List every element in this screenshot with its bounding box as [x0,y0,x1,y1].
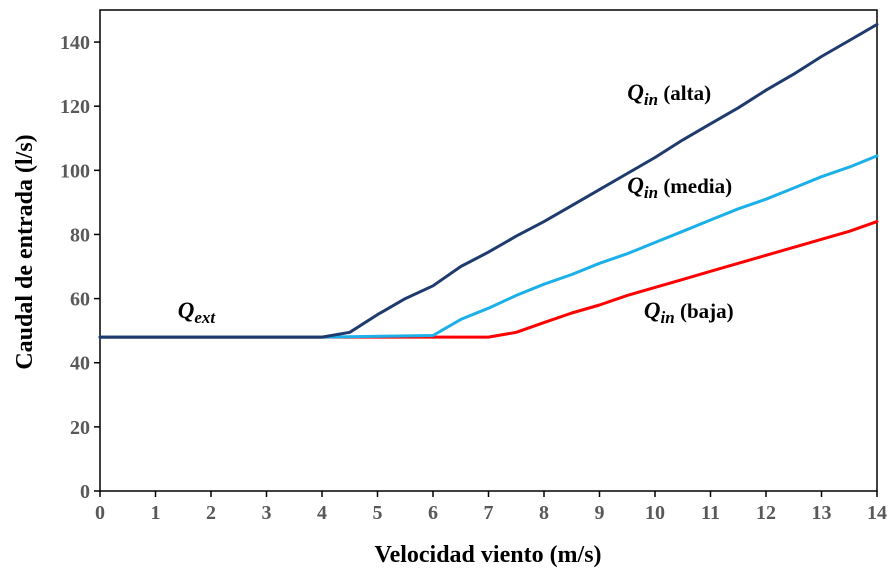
y-tick-label: 60 [70,289,90,311]
y-tick-label: 120 [60,96,90,118]
x-tick-label: 0 [95,502,105,524]
y-tick-label: 40 [70,353,90,375]
x-tick-label: 10 [645,502,665,524]
series-layer [98,22,879,339]
series-line-3 [98,22,879,339]
y-tick-label: 80 [70,224,90,246]
y-tick-label: 0 [80,481,90,503]
x-tick-label: 8 [539,502,549,524]
x-tick-label: 7 [484,502,494,524]
x-tick-label: 14 [867,502,887,524]
x-tick-label: 13 [812,502,832,524]
series-line-1 [98,220,879,339]
y-axis-title: Caudal de entrada (l/s) [12,134,38,369]
series-annotation-2: Qin (media) [627,173,732,202]
axes [94,9,878,497]
x-tick-label: 2 [206,502,216,524]
annotations: Qin (alta) Qin (media) Qin (baja) Qext [178,80,734,327]
series-annotation-3: Qin (baja) [644,298,734,327]
x-tick-label: 12 [756,502,776,524]
y-tick-label: 140 [60,32,90,54]
x-tick-label: 4 [317,502,327,524]
x-tick-label: 11 [701,502,720,524]
series-annotation-4: Qext [178,298,217,327]
series-annotation-1: Qin (alta) [627,80,711,109]
x-tick-label: 6 [428,502,438,524]
x-tick-label: 9 [595,502,605,524]
x-axis-title: Velocidad viento (m/s) [374,542,601,568]
x-tick-label: 1 [151,502,161,524]
y-tick-label: 100 [60,160,90,182]
series-line-2 [98,154,879,339]
x-tick-label: 3 [262,502,272,524]
x-tick-label: 5 [373,502,383,524]
y-tick-label: 20 [70,417,90,439]
